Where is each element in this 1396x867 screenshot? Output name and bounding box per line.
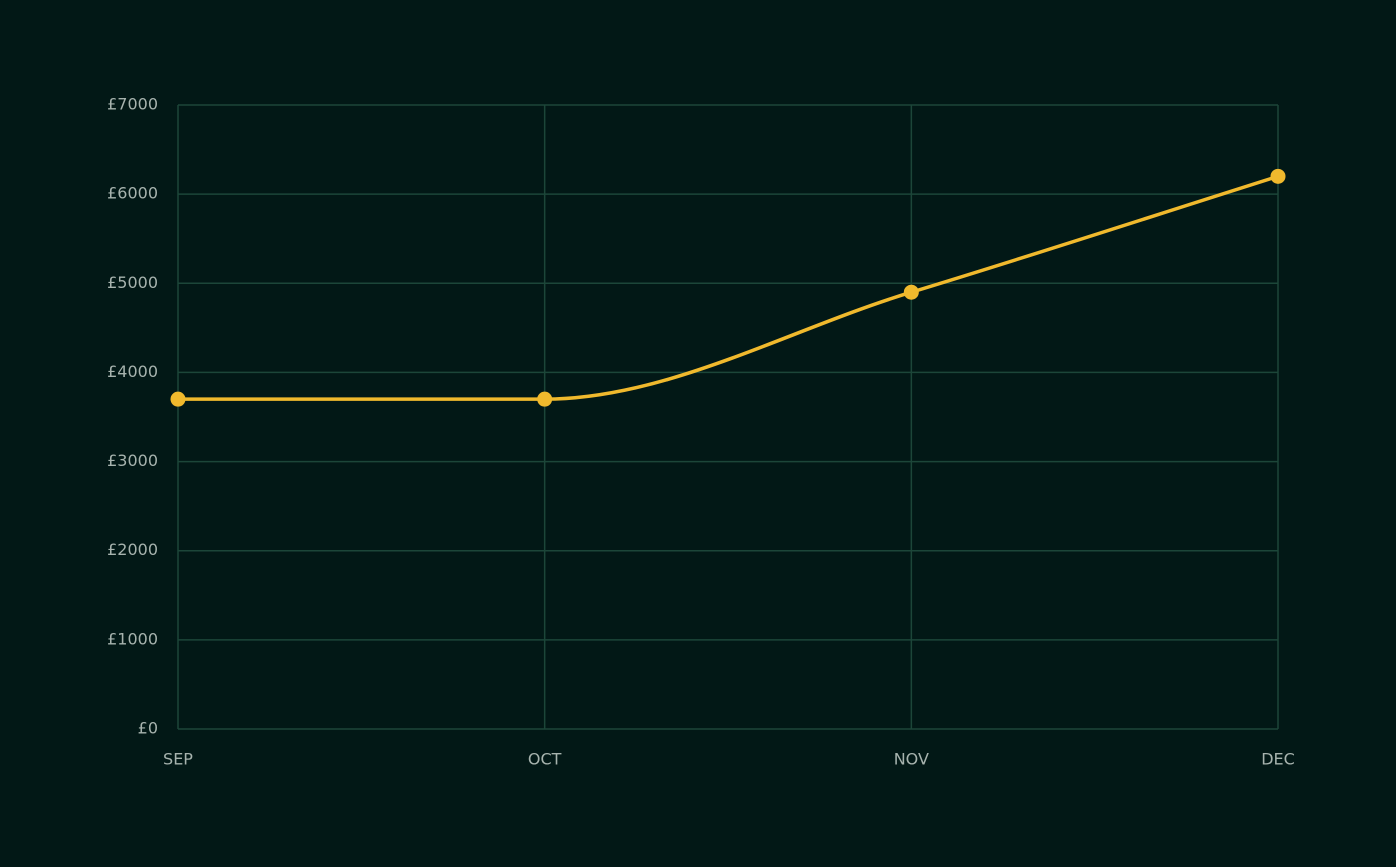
x-tick-label: OCT: [528, 750, 562, 769]
point: [1270, 168, 1286, 184]
y-tick-label: £0: [138, 719, 158, 738]
point: [903, 284, 919, 300]
y-tick-label: £2000: [107, 540, 158, 559]
y-tick-label: £7000: [107, 95, 158, 114]
y-tick-label: £1000: [107, 629, 158, 648]
y-tick-label: £5000: [107, 273, 158, 292]
y-tick-label: £3000: [107, 451, 158, 470]
x-tick-label: NOV: [894, 750, 929, 769]
point: [170, 391, 186, 407]
y-tick-label: £4000: [107, 362, 158, 381]
point: [537, 391, 553, 407]
y-tick-label: £6000: [107, 184, 158, 203]
x-tick-label: SEP: [163, 750, 193, 769]
line: [177, 174, 1279, 401]
x-tick-label: DEC: [1261, 750, 1295, 769]
